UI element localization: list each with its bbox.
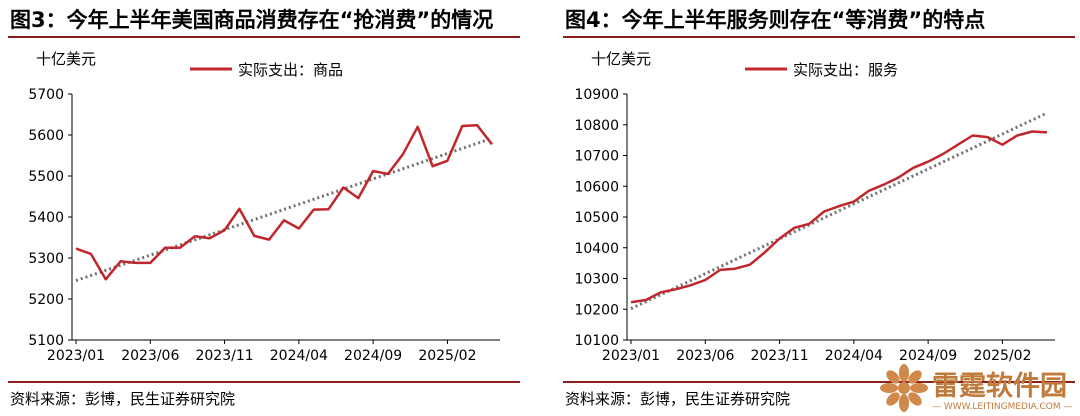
services-y-tick-label: 10300 [574, 272, 619, 288]
goods-y-tick-label: 5500 [28, 169, 64, 185]
services-series-line [630, 130, 1048, 304]
services-x-tick-label: 2023/06 [676, 348, 734, 364]
services-y-tick-label: 10600 [574, 179, 619, 195]
goods-unit-label: 十亿美元 [36, 50, 96, 68]
services-trend-line [630, 111, 1048, 310]
services-y-tick-label: 10400 [574, 241, 619, 257]
goods-x-tick-label: 2023/11 [195, 348, 253, 364]
goods-x-tick-label: 2023/06 [121, 348, 179, 364]
right-title-rule [563, 36, 1075, 38]
goods-y-tick-label: 5700 [28, 87, 64, 103]
services-x-tick-label: 2023/11 [750, 348, 808, 364]
right-figure-panel: 图4：今年上半年服务则存在“等消费”的特点 十亿美元实际支出：服务 10100 10… [555, 0, 1080, 415]
services-y-tick-label: 10800 [574, 118, 619, 134]
goods-y-tick-label: 5300 [28, 251, 64, 267]
goods-y-tick-label: 5200 [28, 292, 64, 308]
goods-y-tick-label: 5100 [28, 333, 64, 349]
right-source-note: 资料来源：彭博，民生证券研究院 [565, 390, 791, 408]
goods-legend-label: 实际支出：商品 [238, 61, 343, 79]
left-title-rule [8, 36, 520, 38]
services-x-tick-label: 2025/02 [973, 348, 1031, 364]
services-y-tick-label: 10700 [574, 149, 619, 165]
right-figure-title: 图4：今年上半年服务则存在“等消费”的特点 [565, 8, 986, 32]
watermark-flower-icon [880, 364, 928, 412]
services-y-tick-label: 10900 [574, 87, 619, 103]
left-bottom-rule [8, 381, 520, 383]
right-bottom-rule [563, 381, 1075, 383]
goods-x-tick-label: 2025/02 [418, 348, 476, 364]
left-figure-title: 图3：今年上半年美国商品消费存在“抢消费”的情况 [10, 8, 494, 32]
goods-x-tick-label: 2024/09 [344, 348, 402, 364]
services-legend-label: 实际支出：服务 [793, 61, 898, 79]
goods-y-tick-label: 5600 [28, 128, 64, 144]
goods-y-tick-label: 5400 [28, 210, 64, 226]
services-x-tick-label: 2023/01 [602, 348, 660, 364]
watermark-url: — WWW.LEITINGMEDIA.COM — [932, 402, 1073, 412]
left-figure-panel: 图3：今年上半年美国商品消费存在“抢消费”的情况 十亿美元实际支出：商品 5100… [0, 0, 525, 415]
services-y-tick-label: 10100 [574, 333, 619, 349]
goods-trend-line [75, 136, 493, 282]
watermark-logo: 雷霆软件园 — WWW.LEITINGMEDIA.COM — [880, 364, 1080, 415]
goods-x-tick-label: 2023/01 [47, 348, 105, 364]
goods-series-line [75, 123, 493, 281]
goods-x-tick-label: 2024/04 [270, 348, 328, 364]
left-source-note: 资料来源：彭博，民生证券研究院 [10, 390, 236, 408]
services-x-tick-label: 2024/04 [825, 348, 883, 364]
services-y-tick-label: 10500 [574, 210, 619, 226]
services-x-tick-label: 2024/09 [899, 348, 957, 364]
watermark-name: 雷霆软件园 [932, 371, 1067, 402]
services-unit-label: 十亿美元 [591, 50, 651, 68]
services-y-tick-label: 10200 [574, 302, 619, 318]
